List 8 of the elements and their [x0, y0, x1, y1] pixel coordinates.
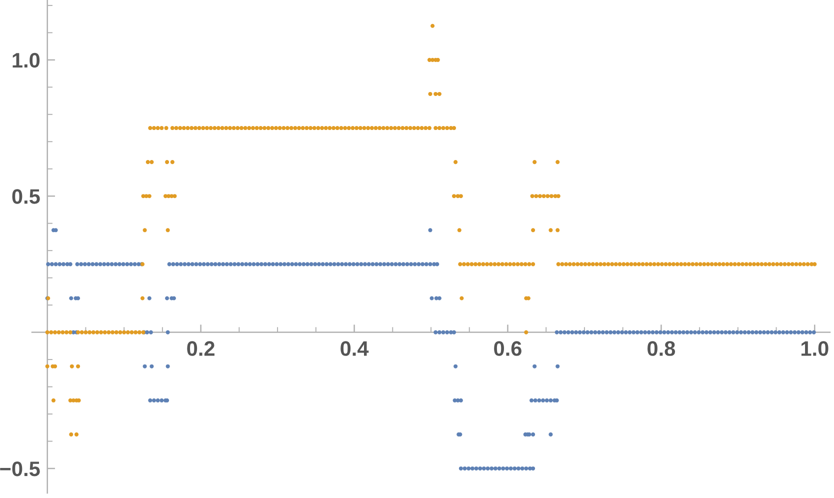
x-tick-label: 0.4 [340, 341, 369, 356]
x-tick-label: 1.0 [801, 341, 828, 356]
y-tick-label: −0.5 [0, 461, 40, 476]
y-tick-label: 0.5 [12, 189, 40, 204]
x-tick-label: 0.2 [187, 341, 214, 356]
y-tick-label: 1.0 [12, 52, 40, 68]
x-tick-label: 0.6 [494, 341, 522, 356]
x-tick-label: 0.8 [648, 341, 676, 356]
